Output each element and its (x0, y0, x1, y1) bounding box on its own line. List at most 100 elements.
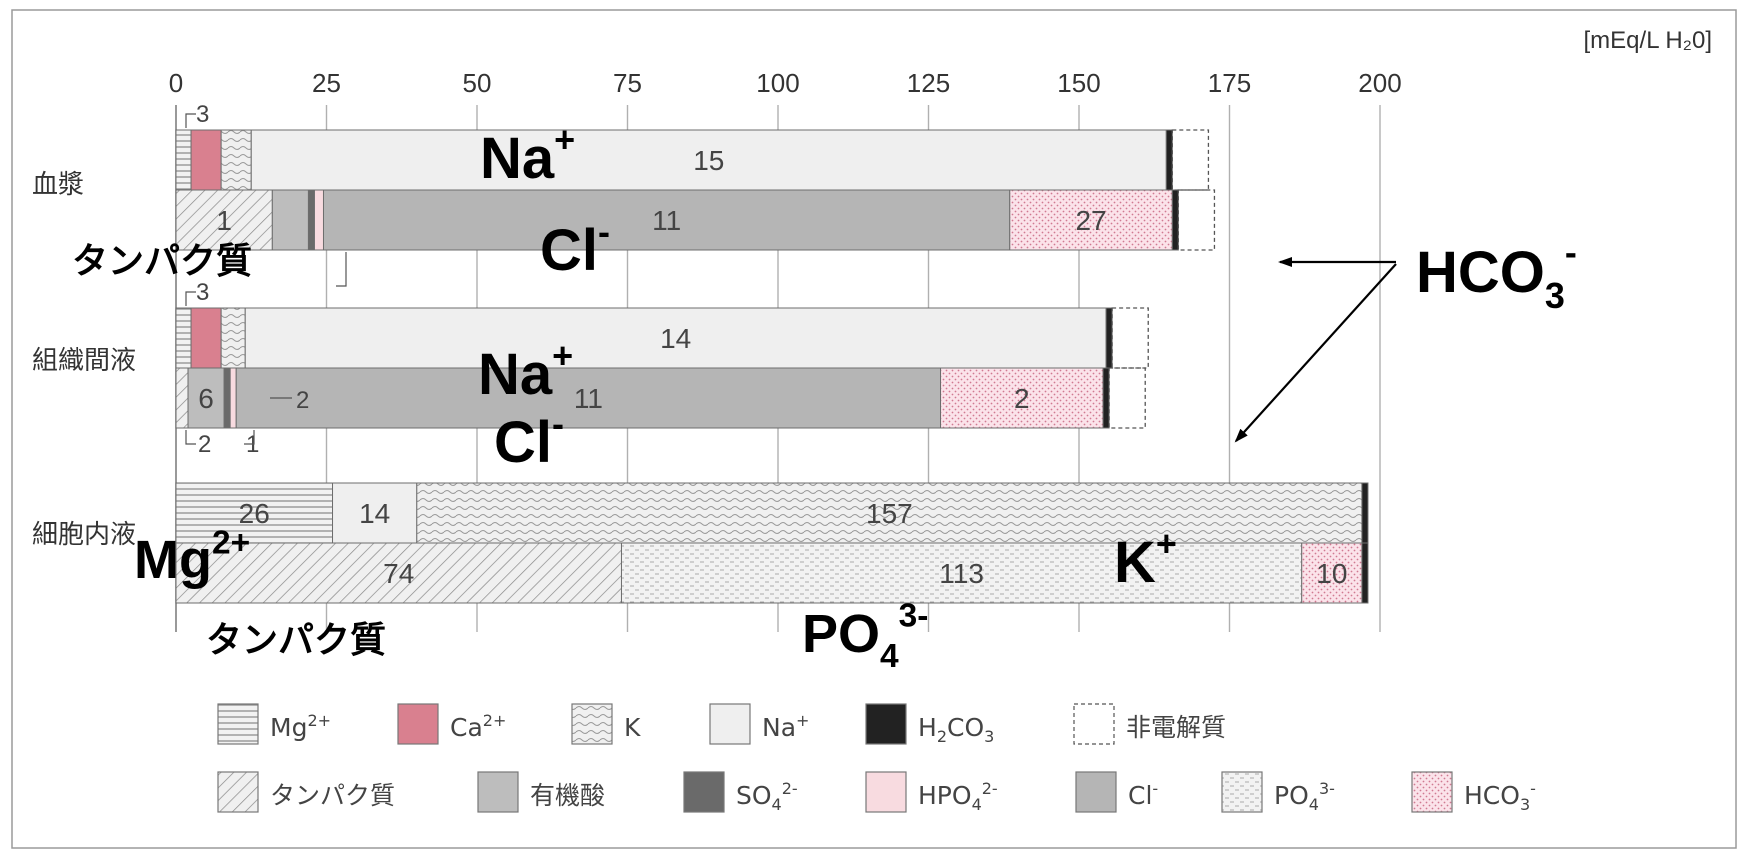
x-tick-label: 125 (907, 68, 950, 98)
small-label: 2 (296, 387, 309, 414)
legend-swatch-Cl (1075, 771, 1117, 813)
bar-segment-H2CO3 (1171, 189, 1179, 251)
bar-segment-HCO3 (940, 367, 1104, 429)
x-tick-label: 100 (756, 68, 799, 98)
data-label: 10 (1316, 558, 1347, 589)
bar-segment-HCO3 (1301, 542, 1363, 604)
legend-label: K (624, 713, 641, 742)
data-label: 11 (574, 383, 603, 414)
data-label: 74 (383, 558, 414, 589)
bracket-line (185, 430, 196, 445)
data-label: 15 (693, 145, 724, 176)
legend-label: SO42- (736, 779, 798, 814)
x-tick-label: 200 (1358, 68, 1401, 98)
legend-label: 非電解質 (1126, 713, 1226, 742)
annotation-label: PO43- (802, 598, 928, 676)
legend-label: Mg2+ (270, 711, 331, 742)
bar-segment-protein (175, 189, 273, 251)
legend-swatch-organic (477, 771, 519, 813)
bar-segment-Ca (190, 129, 222, 191)
data-label: 113 (939, 558, 984, 589)
bar-segment-Na (250, 129, 1167, 191)
bar-segment-nonelectrolyte (1171, 129, 1210, 191)
bar-segment-Cl (322, 189, 1011, 251)
data-label: 6 (198, 383, 214, 414)
bar-segment-Na (244, 307, 1107, 369)
bar-segment-HPO4 (229, 367, 237, 429)
legend-swatch-H2CO3 (865, 703, 907, 745)
legend-swatch-Mg (217, 703, 259, 745)
legend-swatch-protein (217, 771, 259, 813)
legend-label: タンパク質 (270, 781, 395, 810)
bar-segment-K (220, 129, 252, 191)
bar-segment-protein (175, 542, 622, 604)
legend-swatch-Na (709, 703, 751, 745)
bar-segment-K (416, 482, 1363, 544)
x-tick-label: 175 (1208, 68, 1251, 98)
x-tick-label: 50 (463, 68, 492, 98)
data-label: 26 (239, 498, 270, 529)
annotation-label: タンパク質 (72, 241, 252, 282)
bar-segment-Na (332, 482, 418, 544)
bar-segment-Ca (190, 307, 222, 369)
bar-segment-H2CO3 (1361, 482, 1369, 544)
annotation-label: タンパク質 (206, 620, 386, 661)
data-label: 2 (1014, 383, 1030, 414)
data-label: 11 (652, 205, 681, 236)
bar-segment-Mg (175, 307, 192, 369)
legend-swatch-HPO4 (865, 771, 907, 813)
bar-segment-nonelectrolyte (1108, 367, 1146, 429)
bar-segment-nonelectrolyte (1177, 189, 1216, 251)
x-tick-label: 150 (1057, 68, 1100, 98)
legend-label: HCO3- (1464, 779, 1536, 814)
small-label: 3 (196, 101, 209, 128)
data-label: 14 (660, 323, 691, 354)
unit-label: [mEq/L H₂0] (1584, 27, 1712, 54)
legend-label: Cl- (1128, 779, 1158, 810)
bar-segment-HCO3 (1009, 189, 1173, 251)
bar-segment-HPO4 (313, 189, 324, 251)
figure-frame (11, 9, 1737, 849)
x-tick-label: 75 (613, 68, 642, 98)
category-label: 細胞内液 (32, 520, 136, 550)
annotation-label: Na+ (478, 335, 573, 407)
bar-segment-SO4 (223, 367, 231, 429)
small-label: 2 (198, 431, 211, 458)
small-label: 3 (196, 279, 209, 306)
bar-segment-H2CO3 (1165, 129, 1173, 191)
data-label: 14 (359, 498, 390, 529)
bar-segment-Mg (175, 129, 192, 191)
annotation-label: Cl- (540, 211, 610, 283)
bar-segment-H2CO3 (1102, 367, 1110, 429)
legend-swatch-PO4 (1221, 771, 1263, 813)
legend-swatch-nonelectrolyte (1073, 703, 1115, 745)
legend-swatch-Ca (397, 703, 439, 745)
annotation-label: Mg2+ (134, 525, 250, 590)
data-label: 1 (216, 205, 232, 236)
data-label: 157 (866, 498, 913, 529)
bracket-line (244, 430, 255, 445)
category-label: 血漿 (32, 170, 84, 200)
bar-segment-organic (271, 189, 309, 251)
legend-swatch-SO4 (683, 771, 725, 813)
bar-segment-H2CO3 (1105, 307, 1113, 369)
annotation-label: Cl- (494, 403, 564, 475)
legend-label: H2CO3 (918, 713, 994, 746)
bar-segment-nonelectrolyte (1111, 307, 1149, 369)
x-tick-label: 0 (169, 68, 183, 98)
legend-swatch-HCO3 (1411, 771, 1453, 813)
x-tick-label: 25 (312, 68, 341, 98)
legend-label: Na+ (762, 711, 809, 742)
annotation-label: Na+ (480, 119, 575, 191)
bar-segment-K (220, 307, 246, 369)
legend-label: Ca2+ (450, 711, 506, 742)
bracket-line (185, 291, 196, 306)
legend-label: 有機酸 (530, 781, 605, 810)
bar-segment-SO4 (307, 189, 315, 251)
data-label: 27 (1075, 205, 1106, 236)
bar-segment-PO4 (620, 542, 1303, 604)
bar-segment-protein (175, 367, 189, 429)
annotation-label: K+ (1114, 523, 1177, 595)
callout-arrow (1234, 263, 1397, 443)
